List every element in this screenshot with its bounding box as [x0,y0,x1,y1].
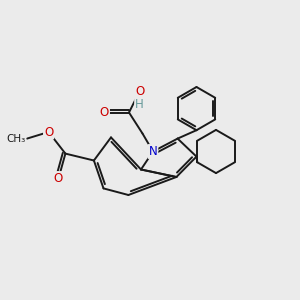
Text: O: O [135,85,144,98]
Text: O: O [44,125,53,139]
Text: CH₃: CH₃ [6,134,26,144]
Text: O: O [100,106,109,119]
Text: H: H [135,98,144,112]
Text: O: O [54,172,63,185]
Text: N: N [148,145,158,158]
